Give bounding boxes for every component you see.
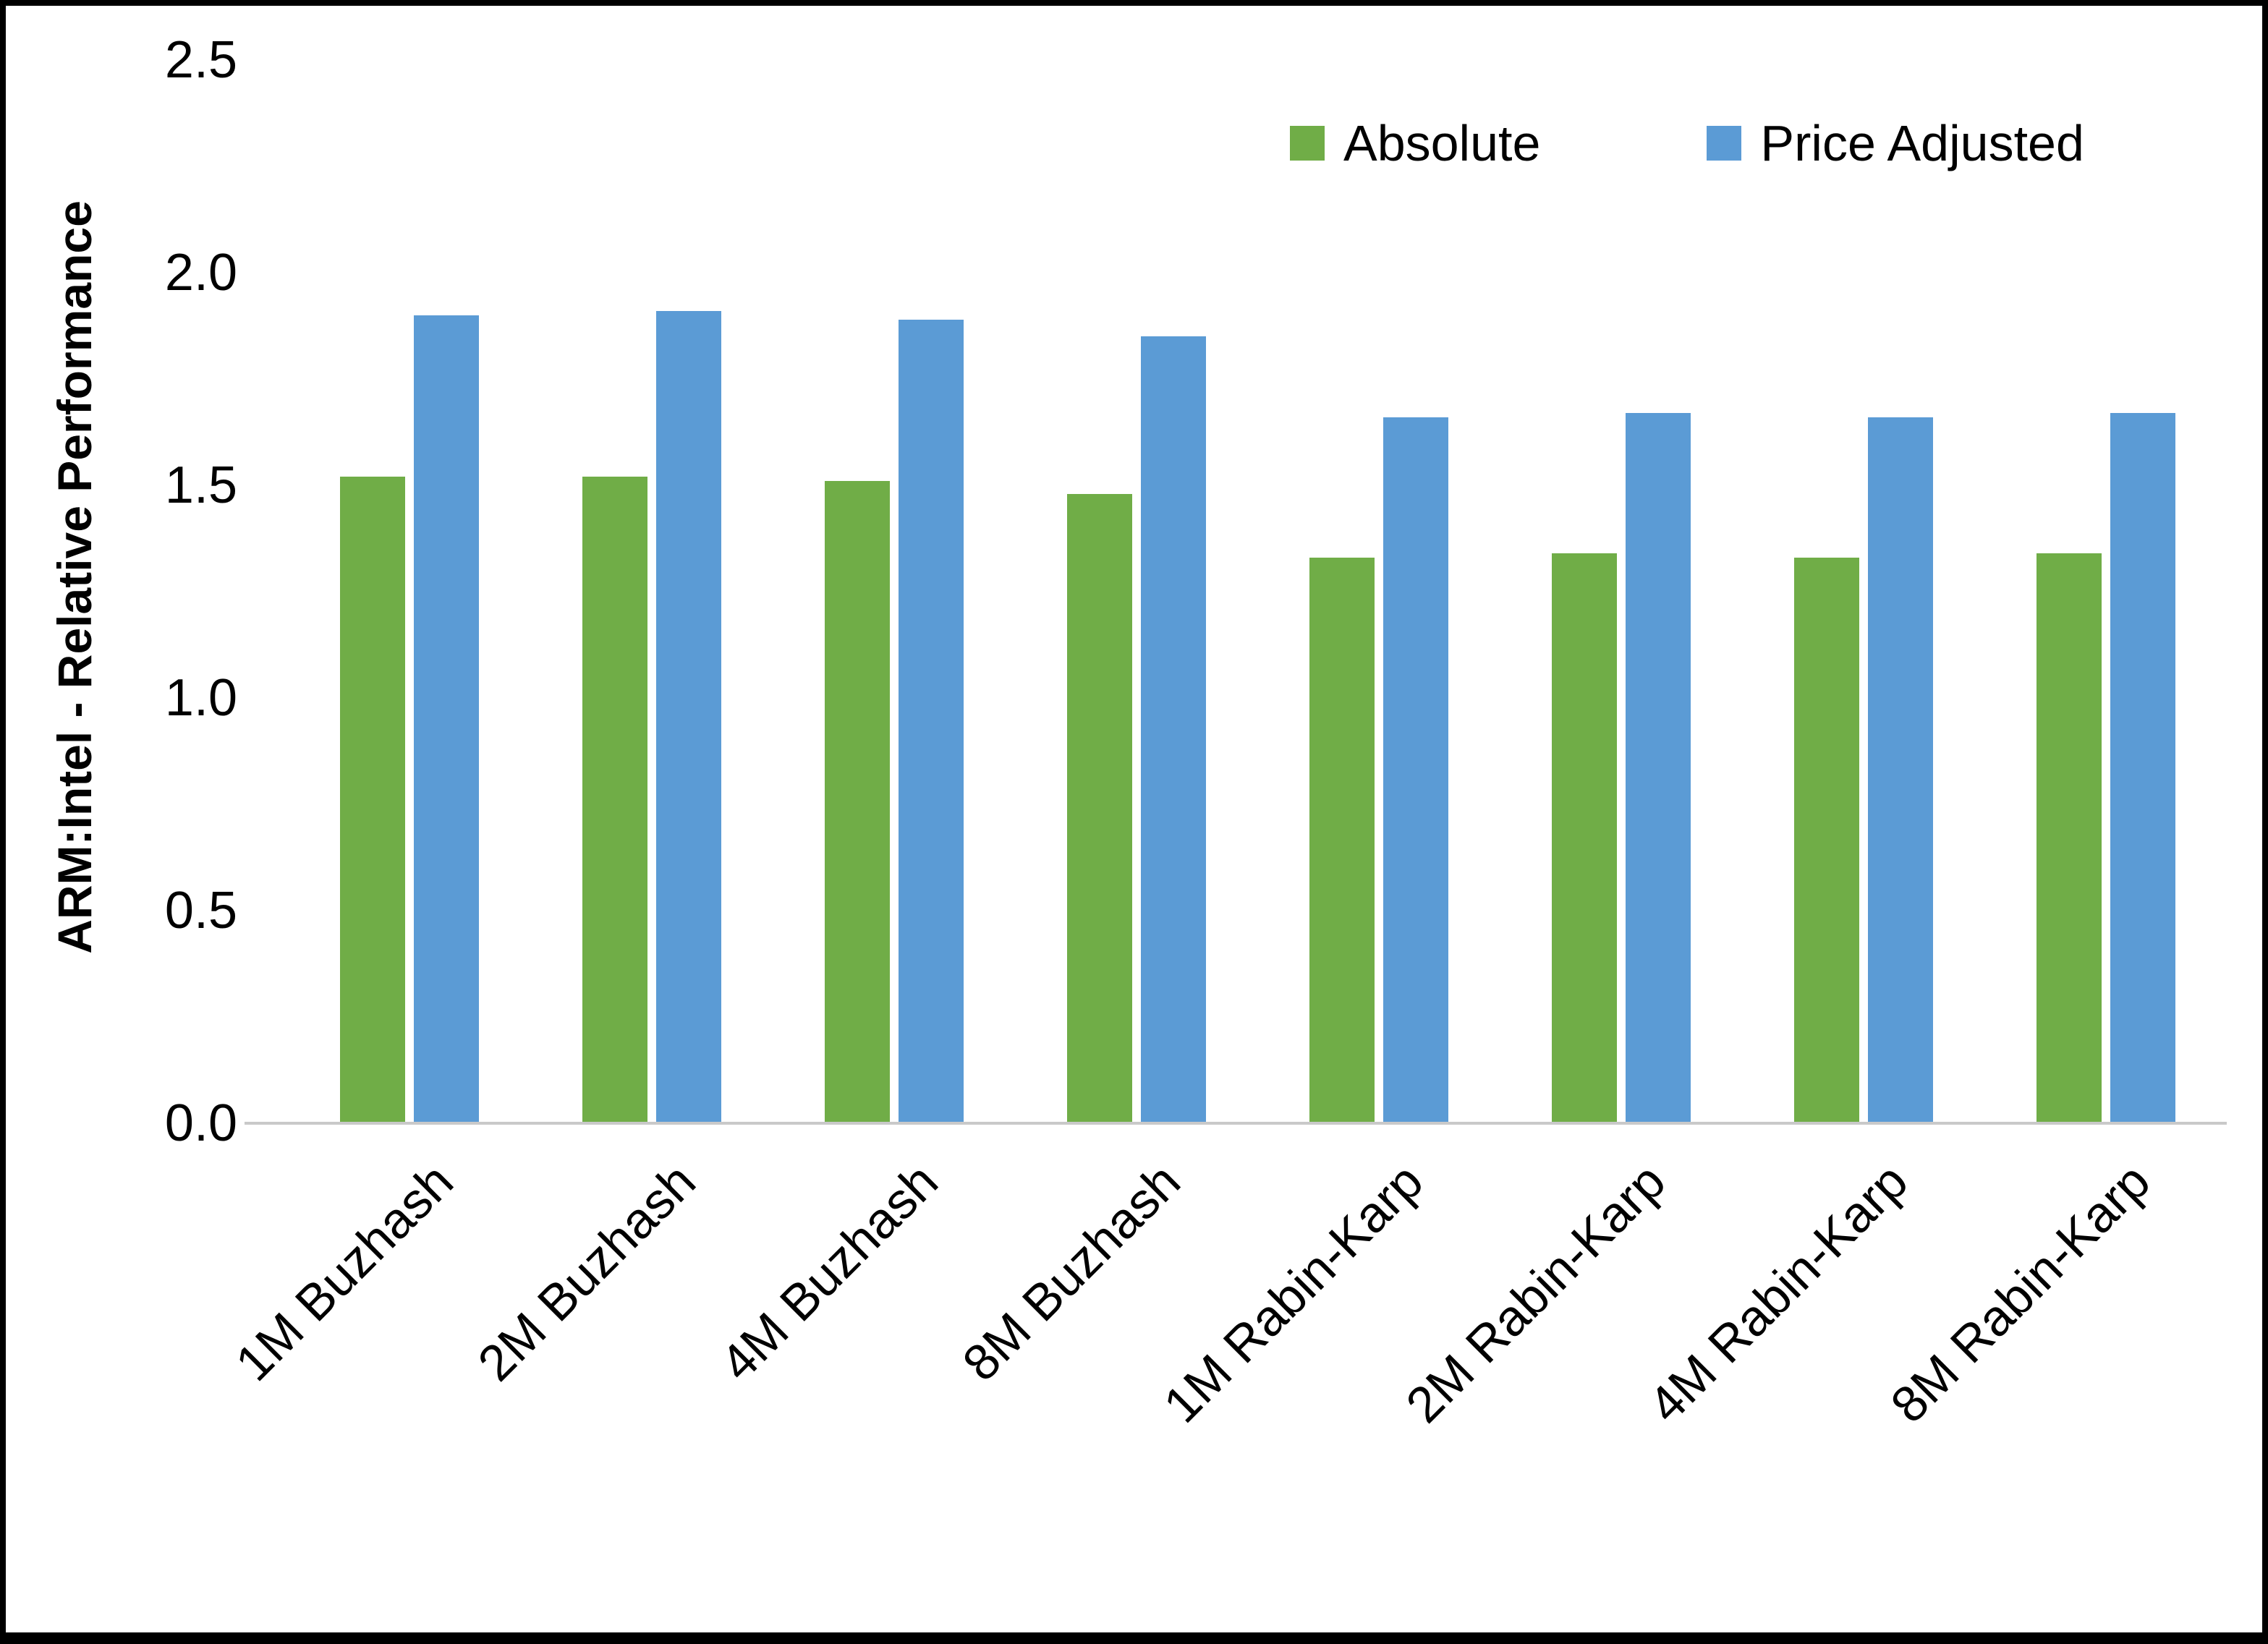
bar-price-adjusted bbox=[898, 319, 964, 1123]
y-tick-label: 1.0 bbox=[164, 669, 237, 727]
bar-group bbox=[1742, 60, 1984, 1123]
y-tick-label: 1.5 bbox=[164, 456, 237, 514]
bar-absolute bbox=[824, 481, 890, 1123]
x-category-label: 1M Rabin-Karp bbox=[1152, 1152, 1434, 1434]
legend-label: Price Adjusted bbox=[1760, 115, 2084, 171]
legend: Absolute Price Adjusted bbox=[1290, 114, 2084, 172]
legend-item: Absolute bbox=[1290, 114, 1540, 172]
x-category-label: 8M Rabin-Karp bbox=[1880, 1152, 2161, 1434]
y-tick-label: 0.5 bbox=[164, 882, 237, 940]
bar-price-adjusted bbox=[2110, 413, 2175, 1123]
bar-absolute bbox=[1066, 493, 1132, 1123]
legend-swatch-icon bbox=[1707, 126, 1742, 161]
bar-group bbox=[530, 60, 773, 1123]
plot-area bbox=[245, 60, 2227, 1125]
y-tick-label: 2.5 bbox=[164, 31, 237, 89]
bar-absolute bbox=[1551, 553, 1617, 1123]
bar-price-adjusted bbox=[1140, 336, 1206, 1123]
bar-group bbox=[773, 60, 1015, 1123]
y-tick-label: 0.0 bbox=[164, 1094, 237, 1152]
legend-item: Price Adjusted bbox=[1707, 114, 2084, 172]
x-category-label: 8M Buzhash bbox=[952, 1152, 1192, 1392]
bar-price-adjusted bbox=[413, 315, 479, 1123]
x-category-label: 1M Buzhash bbox=[225, 1152, 464, 1392]
bar-absolute bbox=[582, 477, 647, 1123]
y-tick-label: 2.0 bbox=[164, 244, 237, 302]
bar-group bbox=[1984, 60, 2227, 1123]
x-category-label: 4M Buzhash bbox=[710, 1152, 949, 1392]
x-category-label: 2M Rabin-Karp bbox=[1395, 1152, 1676, 1434]
bar-price-adjusted bbox=[655, 310, 721, 1123]
bar-group bbox=[1500, 60, 1742, 1123]
x-axis-line bbox=[245, 1122, 2227, 1125]
bar-price-adjusted bbox=[1625, 413, 1691, 1123]
legend-label: Absolute bbox=[1343, 115, 1541, 171]
bar-price-adjusted bbox=[1867, 417, 1933, 1123]
legend-swatch-icon bbox=[1290, 126, 1325, 161]
x-category-label: 2M Buzhash bbox=[467, 1152, 707, 1392]
bar-price-adjusted bbox=[1383, 417, 1448, 1123]
x-category-label: 4M Rabin-Karp bbox=[1637, 1152, 1919, 1434]
bar-group bbox=[1257, 60, 1500, 1123]
bar-absolute bbox=[339, 477, 405, 1123]
y-axis-title: ARM:Intel - Relative Performance bbox=[48, 200, 101, 954]
bar-group bbox=[1015, 60, 1257, 1123]
bar-absolute bbox=[1793, 557, 1859, 1123]
bar-absolute bbox=[1309, 557, 1375, 1123]
bar-group bbox=[288, 60, 530, 1123]
bar-absolute bbox=[2036, 553, 2102, 1123]
